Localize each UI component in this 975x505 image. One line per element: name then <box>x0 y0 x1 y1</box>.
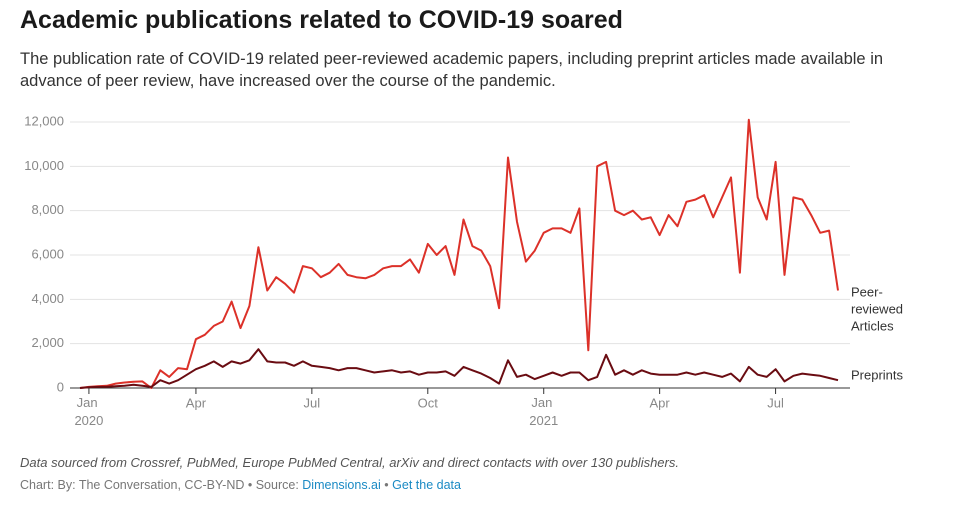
y-tick-label: 2,000 <box>31 335 64 350</box>
series-label: Preprints <box>851 368 904 383</box>
line-series <box>79 118 839 389</box>
y-tick-label: 6,000 <box>31 246 64 261</box>
source-link[interactable]: Dimensions.ai <box>302 478 381 492</box>
series-label-line: Peer- <box>851 285 883 300</box>
x-tick-label-line: Jan <box>531 395 556 410</box>
x-tick-label: Apr <box>186 395 207 410</box>
series-label-line: Articles <box>851 319 894 334</box>
line-series <box>79 348 839 389</box>
x-tick-label: Apr <box>650 395 671 410</box>
y-tick-label: 8,000 <box>31 202 64 217</box>
x-tick-label-line: Jan <box>77 395 102 410</box>
x-tick-label: Jul <box>304 395 321 410</box>
y-tick-label: 12,000 <box>24 113 64 128</box>
source-note: Data sourced from Crossref, PubMed, Euro… <box>20 455 679 470</box>
x-tick-label: Oct <box>418 395 439 410</box>
x-tick-label-line: 2021 <box>529 413 558 428</box>
x-tick-label: Jul <box>767 395 784 410</box>
chart-subtitle: The publication rate of COVID-19 related… <box>20 50 884 90</box>
series-label-line: reviewed <box>851 302 907 317</box>
chart-title: Academic publications related to COVID-1… <box>20 6 623 34</box>
x-tick-label: Jan 2021 <box>529 395 558 428</box>
y-tick-label: 10,000 <box>24 158 64 173</box>
y-tick-label: 4,000 <box>31 291 64 306</box>
footer: Chart: By: The Conversation, CC-BY-ND • … <box>20 478 461 492</box>
y-tick-label: 0 <box>57 379 64 394</box>
x-tick-label-line: 2020 <box>74 413 103 428</box>
series-label: Peer-reviewed Articles <box>851 285 907 334</box>
x-tick-label: Jan 2020 <box>74 395 103 428</box>
separator: • <box>384 478 389 492</box>
credit: Chart: By: The Conversation, CC-BY-ND • … <box>20 478 299 492</box>
data-link[interactable]: Get the data <box>392 478 461 492</box>
